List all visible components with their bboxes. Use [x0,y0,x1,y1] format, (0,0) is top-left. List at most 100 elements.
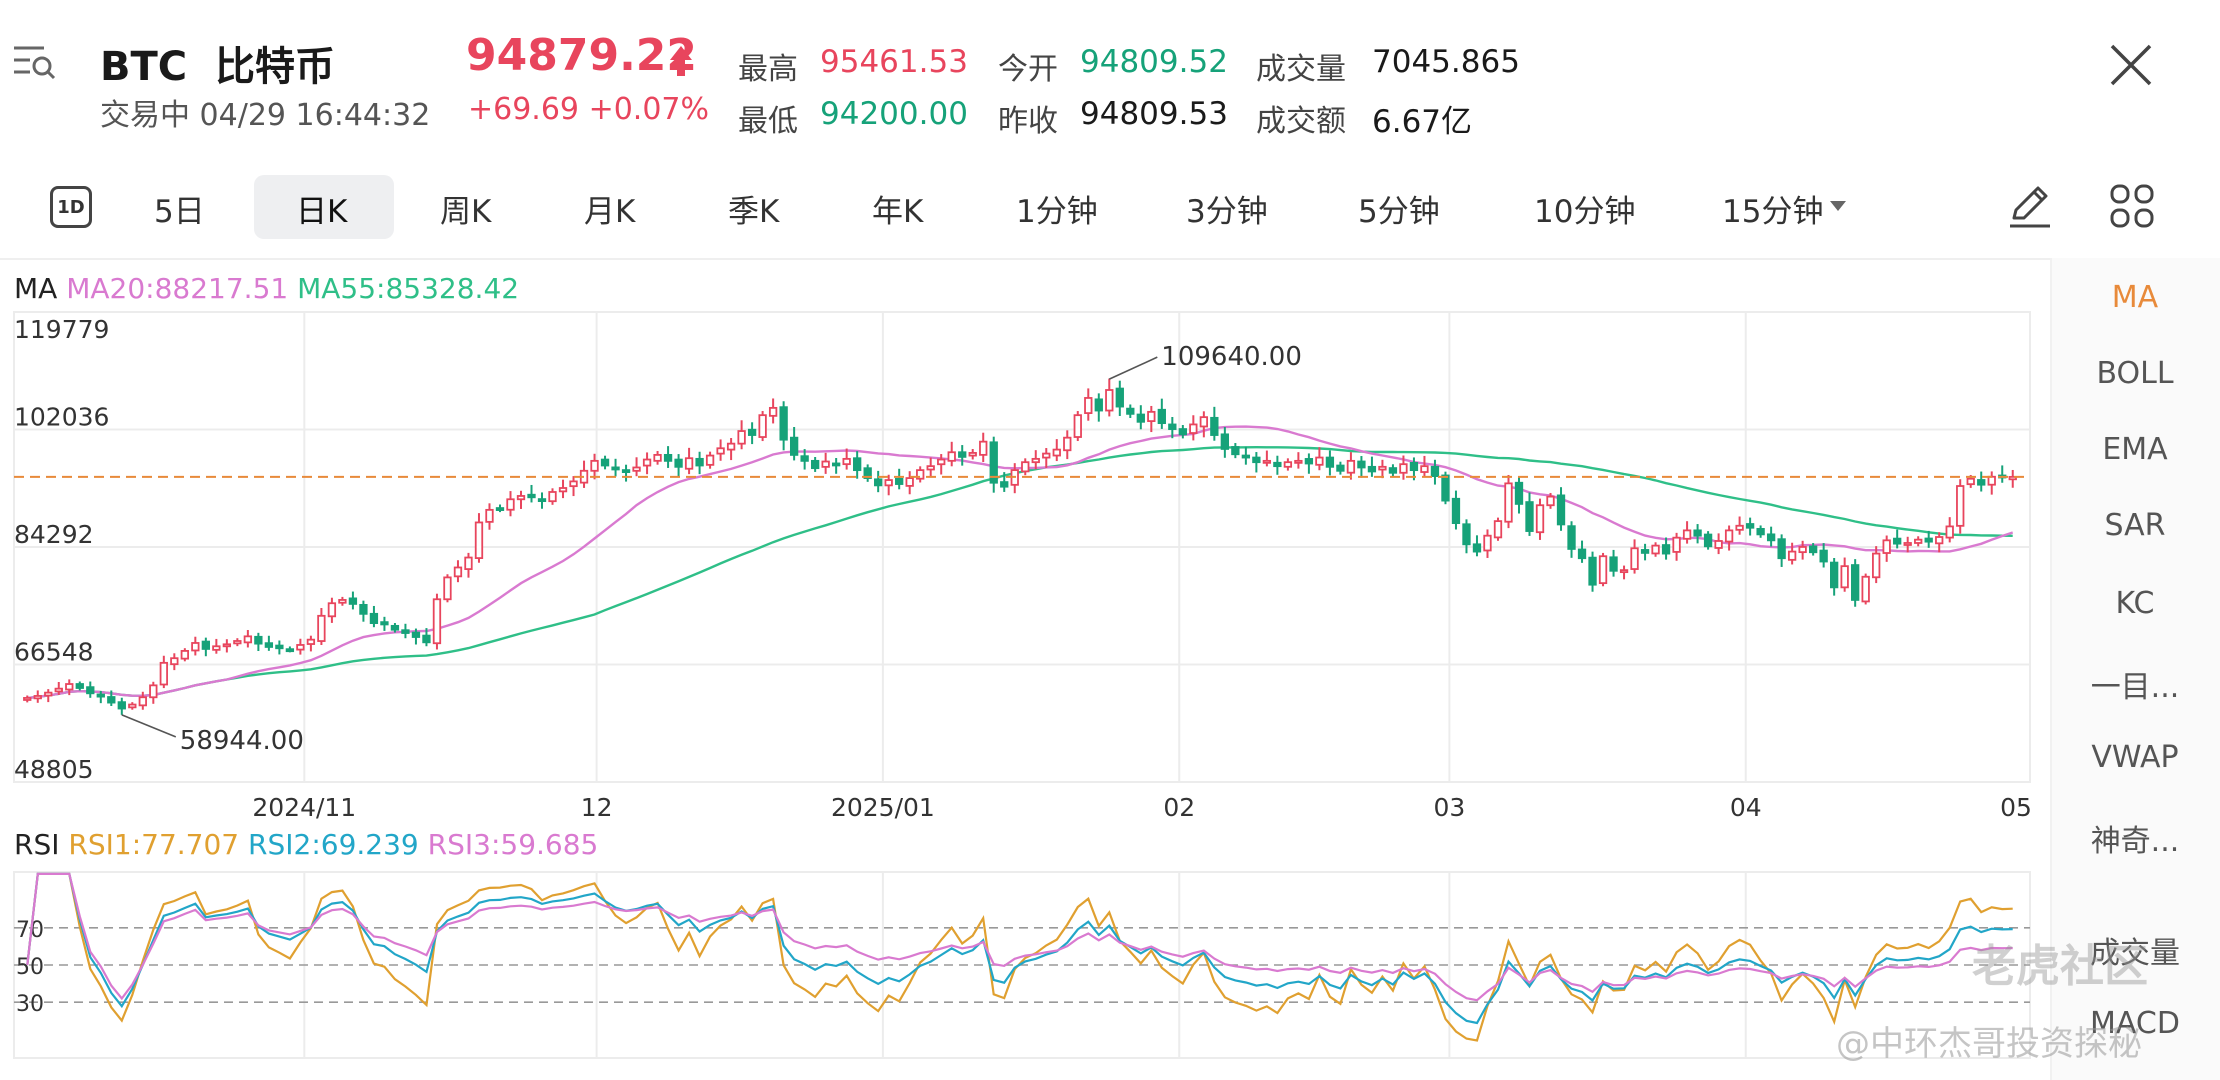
tab-15min[interactable]: 15分钟 [1722,194,1824,230]
candle-body [642,458,652,467]
candle-body [275,644,284,650]
indicator-boll[interactable]: BOLL [2096,356,2174,391]
one-day-toggle-icon[interactable]: 1D [50,186,92,228]
tab-1min[interactable]: 1分钟 [1016,194,1098,230]
draw-pen-icon[interactable] [2004,180,2054,230]
ma55-legend: MA55:85328.42 [297,272,520,305]
candle-body [212,645,221,651]
layout-grid-icon[interactable] [2108,182,2156,230]
y-tick-label: 84292 [14,520,94,549]
candle [306,635,316,652]
candle [254,632,263,652]
indicator-kc[interactable]: KC [2115,586,2155,621]
ma55-line [27,445,2013,700]
indicator-volume[interactable]: 成交量 [2090,936,2180,971]
candle [1546,492,1555,509]
candle [842,448,851,470]
tab-monthly-k[interactable]: 月K [584,194,636,230]
candle [1672,532,1681,561]
candle-body [684,457,694,470]
candle-body [1210,416,1219,436]
x-tick-label: 2024/11 [252,793,356,822]
candle-body [1640,549,1650,554]
candle [44,689,53,703]
candle [1420,455,1429,478]
candle-body [937,458,946,466]
symbol-title: BTC 比特币 [100,34,335,92]
candle-body [768,406,778,417]
candle [642,452,652,475]
tab-active-highlight [254,175,394,239]
candle [527,484,536,503]
indicator-ema[interactable]: EMA [2102,432,2168,467]
indicator-ma[interactable]: MA [2111,280,2159,315]
menu-search-icon[interactable] [12,44,58,80]
candle-body [1745,523,1755,529]
high-annotation-label: 109640.00 [1161,342,1302,372]
low-label: 最低 [738,104,798,139]
symbol-name: 比特币 [215,44,335,90]
candle-body [1546,495,1555,507]
indicator-ichimoku[interactable]: 一目... [2090,670,2180,705]
candle-body [327,602,337,618]
candle-body [1577,548,1587,560]
candle-body [1294,459,1303,464]
candle [1787,542,1797,565]
candle-body [1451,497,1461,525]
candle [600,455,610,470]
tab-10min[interactable]: 10分钟 [1534,194,1636,230]
tab-daily-k[interactable]: 日K [296,194,348,230]
price-change: +69.69 +0.07% [468,92,709,127]
tab-yearly-k[interactable]: 年K [872,194,924,230]
candle [54,681,63,695]
candle [359,600,368,622]
candle [968,448,977,460]
candle-body [243,635,253,644]
rsi-tick-label: 50 [16,955,44,980]
indicator-macd[interactable]: MACD [2090,1006,2180,1041]
candle-body [1766,533,1776,542]
candle-body [968,452,977,457]
candle [1304,453,1314,474]
candle [621,464,631,482]
indicator-sar[interactable]: SAR [2104,508,2166,543]
candle [1703,531,1713,550]
candle-body [621,469,631,474]
tab-5min[interactable]: 5分钟 [1358,194,1440,230]
candle [1084,388,1093,421]
candle [895,468,904,490]
candle [317,607,326,645]
tab-weekly-k[interactable]: 周K [440,194,492,230]
candle [695,451,704,475]
candle-body [1220,433,1230,450]
rsi3-path [26,872,2013,1002]
candle-body [884,479,893,487]
candle [1073,411,1082,442]
symbol-code: BTC [100,44,188,90]
candle [506,491,515,517]
close-icon[interactable] [2108,42,2154,88]
y-tick-label: 66548 [14,638,94,667]
candle-body [1304,458,1314,465]
candle-body [1052,448,1061,457]
x-tick-label: 12 [581,793,613,822]
indicator-vwap[interactable]: VWAP [2091,740,2179,775]
candle-body [989,441,998,484]
candle-body [1073,414,1082,438]
candle-body [23,697,32,701]
indicator-sidebar [2050,258,2220,1080]
candle-body [432,598,442,645]
candle-body [1703,533,1713,548]
tab-5day[interactable]: 5日 [154,194,205,230]
candle-body [338,599,347,604]
chevron-down-icon[interactable] [1830,201,1846,211]
candles [23,378,2017,715]
candle [1031,450,1040,470]
candle-body [107,696,116,704]
tab-3min[interactable]: 3分钟 [1186,194,1268,230]
candle-body [1378,465,1387,471]
tab-quarterly-k[interactable]: 季K [728,194,780,230]
candle [380,616,389,631]
indicator-magic[interactable]: 神奇... [2090,824,2180,859]
